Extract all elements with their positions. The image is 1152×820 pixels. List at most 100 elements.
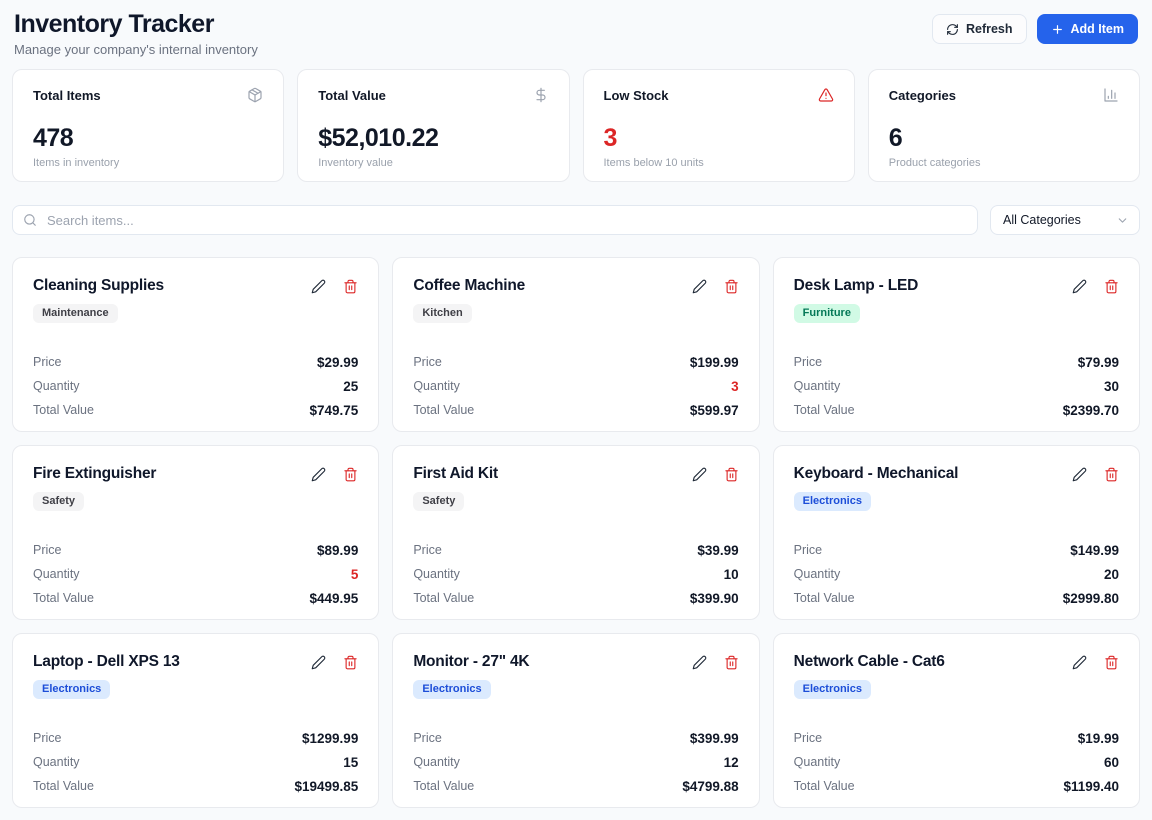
stat-card: Low Stock 3 Items below 10 units bbox=[582, 69, 855, 182]
add-item-button[interactable]: Add Item bbox=[1036, 14, 1138, 44]
filters-row: All Categories bbox=[12, 205, 1140, 235]
trash-icon bbox=[343, 467, 358, 482]
trash-icon bbox=[724, 655, 739, 670]
stat-card: Categories 6 Product categories bbox=[867, 69, 1140, 182]
delete-item-button[interactable] bbox=[343, 467, 358, 482]
trash-icon bbox=[724, 467, 739, 482]
quantity-row: Quantity 60 bbox=[794, 750, 1119, 774]
pencil-icon bbox=[311, 655, 326, 670]
delete-item-button[interactable] bbox=[1104, 279, 1119, 294]
search-box bbox=[12, 205, 978, 235]
delete-item-button[interactable] bbox=[724, 279, 739, 294]
items-grid: Cleaning Supplies Maintenance bbox=[12, 257, 1140, 808]
page-subtitle: Manage your company's internal inventory bbox=[14, 42, 258, 57]
stats-row: Total Items 478 Items in inventory Total… bbox=[12, 69, 1140, 182]
edit-item-button[interactable] bbox=[1072, 655, 1087, 670]
trash-icon bbox=[343, 279, 358, 294]
refresh-icon bbox=[946, 23, 959, 36]
quantity-value: 5 bbox=[350, 566, 359, 582]
item-card: Network Cable - Cat6 Electronics bbox=[772, 633, 1140, 808]
total-value-value: $1199.40 bbox=[1063, 778, 1119, 794]
delete-item-button[interactable] bbox=[343, 279, 358, 294]
quantity-label: Quantity bbox=[413, 567, 460, 581]
total-value-value: $2399.70 bbox=[1062, 402, 1119, 418]
edit-item-button[interactable] bbox=[1072, 467, 1087, 482]
price-row: Price $1299.99 bbox=[33, 726, 358, 750]
delete-item-button[interactable] bbox=[1104, 655, 1119, 670]
price-value: $29.99 bbox=[317, 354, 359, 370]
page-header: Inventory Tracker Manage your company's … bbox=[12, 8, 1140, 57]
total-value-label: Total Value bbox=[33, 591, 94, 605]
quantity-label: Quantity bbox=[793, 755, 841, 769]
price-value: $399.99 bbox=[689, 730, 739, 746]
price-value: $19.99 bbox=[1077, 730, 1119, 746]
item-name: Coffee Machine bbox=[413, 277, 526, 294]
quantity-value: 60 bbox=[1103, 754, 1119, 770]
item-card: Fire Extinguisher Safety bbox=[12, 445, 380, 620]
trash-icon bbox=[343, 655, 358, 670]
category-badge: Electronics bbox=[793, 680, 871, 699]
item-name: Laptop - Dell XPS 13 bbox=[33, 653, 180, 670]
category-badge: Safety bbox=[33, 492, 85, 511]
stat-value: $52,010.22 bbox=[318, 124, 439, 152]
item-card: Desk Lamp - LED Furniture bbox=[772, 257, 1140, 432]
item-details: Price $19.99 Quantity 60 Total Value $11… bbox=[794, 726, 1119, 798]
quantity-value: 3 bbox=[731, 378, 739, 394]
delete-item-button[interactable] bbox=[724, 655, 739, 670]
quantity-value: 12 bbox=[723, 754, 739, 770]
item-actions bbox=[311, 467, 358, 482]
stat-card: Total Items 478 Items in inventory bbox=[12, 69, 285, 182]
price-label: Price bbox=[33, 731, 62, 745]
quantity-label: Quantity bbox=[793, 379, 841, 393]
search-input[interactable] bbox=[12, 205, 978, 235]
item-actions bbox=[692, 467, 739, 482]
price-row: Price $149.99 bbox=[794, 538, 1119, 562]
edit-item-button[interactable] bbox=[311, 655, 326, 670]
pencil-icon bbox=[692, 279, 707, 294]
total-value-label: Total Value bbox=[33, 779, 94, 793]
price-value: $39.99 bbox=[697, 542, 739, 558]
category-badge: Electronics bbox=[33, 680, 111, 699]
item-details: Price $79.99 Quantity 30 Total Value $23… bbox=[794, 350, 1119, 422]
delete-item-button[interactable] bbox=[724, 467, 739, 482]
quantity-label: Quantity bbox=[33, 567, 80, 581]
edit-item-button[interactable] bbox=[311, 279, 326, 294]
refresh-button[interactable]: Refresh bbox=[931, 14, 1027, 44]
edit-item-button[interactable] bbox=[692, 655, 707, 670]
trash-icon bbox=[1104, 279, 1119, 294]
quantity-value: 30 bbox=[1103, 378, 1119, 394]
total-value-label: Total Value bbox=[413, 779, 475, 793]
chevron-down-icon bbox=[1118, 217, 1127, 223]
item-actions bbox=[692, 279, 739, 294]
pencil-icon bbox=[692, 655, 707, 670]
trash-icon bbox=[724, 279, 739, 294]
delete-item-button[interactable] bbox=[1104, 467, 1119, 482]
total-value-label: Total Value bbox=[793, 779, 855, 793]
item-card: Monitor - 27" 4K Electronics bbox=[392, 633, 760, 808]
total-value-row: Total Value $749.75 bbox=[33, 398, 358, 422]
total-value-value: $449.95 bbox=[309, 590, 359, 606]
item-card: Laptop - Dell XPS 13 Electronics bbox=[12, 633, 380, 808]
category-select[interactable]: All Categories bbox=[990, 205, 1140, 235]
price-row: Price $199.99 bbox=[413, 350, 738, 374]
total-value-value: $749.75 bbox=[309, 402, 359, 418]
total-value-row: Total Value $2999.80 bbox=[794, 586, 1119, 610]
trash-icon bbox=[1104, 655, 1119, 670]
edit-item-button[interactable] bbox=[692, 467, 707, 482]
item-details: Price $149.99 Quantity 20 Total Value $2… bbox=[794, 538, 1119, 610]
edit-item-button[interactable] bbox=[1072, 279, 1087, 294]
pencil-icon bbox=[1072, 655, 1087, 670]
quantity-row: Quantity 15 bbox=[33, 750, 358, 774]
item-card: Coffee Machine Kitchen bbox=[392, 257, 760, 432]
stat-label: Total Items bbox=[33, 87, 101, 103]
item-details: Price $399.99 Quantity 12 Total Value $4… bbox=[413, 726, 738, 798]
dollar-icon bbox=[533, 87, 549, 103]
price-value: $79.99 bbox=[1077, 354, 1119, 370]
item-card: Keyboard - Mechanical Electronics bbox=[772, 445, 1140, 620]
item-details: Price $1299.99 Quantity 15 Total Value $… bbox=[33, 726, 358, 798]
delete-item-button[interactable] bbox=[343, 655, 358, 670]
edit-item-button[interactable] bbox=[311, 467, 326, 482]
edit-item-button[interactable] bbox=[692, 279, 707, 294]
quantity-row: Quantity 3 bbox=[413, 374, 738, 398]
